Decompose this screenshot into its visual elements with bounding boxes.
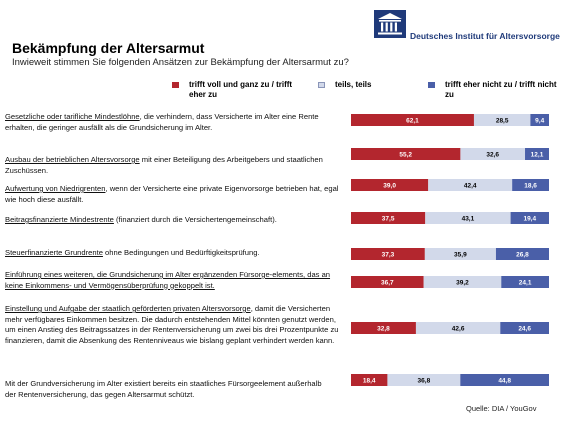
bar-7-agree-label: 32,8 <box>377 326 390 333</box>
bar-6-partly <box>423 276 502 288</box>
legend-swatch-agree <box>172 82 179 88</box>
chart-title: Bekämpfung der Altersarmut <box>12 40 205 56</box>
bar-2-disagree-label: 12,1 <box>531 152 544 159</box>
legend-label-partly: teils, teils <box>335 80 372 89</box>
question-7: Einstellung und Aufgabe der staatlich ge… <box>5 304 340 346</box>
bar-8-agree <box>351 374 388 386</box>
question-8-rest: Mit der Grundversicherung im Alter exist… <box>5 379 322 399</box>
bar-1-agree <box>351 114 474 126</box>
bar-6-disagree-label: 24,1 <box>519 280 532 287</box>
question-3-lead: Aufwertung von Niedrigrenten <box>5 184 106 193</box>
bar-1-disagree <box>530 114 549 126</box>
question-1-rest: , die verhindern, dass Versicherte im Al… <box>5 112 319 132</box>
bar-7-disagree <box>500 322 549 334</box>
question-1: Gesetzliche oder tarifliche Mindestlöhne… <box>5 112 340 133</box>
brand-logo: Deutsches Institut für Altersvorsorge <box>366 8 560 44</box>
question-4: Beitragsfinanzierte Mindestrente (finanz… <box>5 215 340 226</box>
institute-building-icon <box>374 10 406 38</box>
bar-7-disagree-label: 24,6 <box>518 326 531 333</box>
question-5-lead: Steuerfinanzierte Grundrente <box>5 248 103 257</box>
bar-5-disagree-label: 26,8 <box>516 252 529 259</box>
question-7-rest: , damit die Versicherten mehr verfügbare… <box>5 304 339 345</box>
legend-swatch-partly <box>318 82 325 88</box>
bar-5-agree-label: 37,3 <box>382 252 395 259</box>
bar-2-partly <box>460 148 526 160</box>
question-4-lead: Beitragsfinanzierte Mindestrente <box>5 215 114 224</box>
bar-6-agree <box>351 276 424 288</box>
bar-2-disagree <box>525 148 549 160</box>
bar-4-partly-label: 43,1 <box>462 216 475 223</box>
bar-5-agree <box>351 248 425 260</box>
legend-item-partly: teils, teils <box>318 80 408 90</box>
bar-5-disagree <box>495 248 549 260</box>
bar-1-partly <box>473 114 531 126</box>
bar-3-disagree <box>512 179 549 191</box>
legend-swatch-disagree <box>428 82 435 88</box>
question-2: Ausbau der betrieblichen Altersvorsorge … <box>5 155 340 176</box>
bar-4-disagree <box>510 212 549 224</box>
question-8: Mit der Grundversicherung im Alter exist… <box>5 379 325 400</box>
bar-1-partly-label: 28,5 <box>496 118 509 125</box>
chart-subtitle: Inwieweit stimmen Sie folgenden Ansätzen… <box>12 57 349 68</box>
brand-name: Deutsches Institut für Altersvorsorge <box>410 31 560 41</box>
legend-label-agree: trifft voll und ganz zu / trifft eher zu <box>189 80 293 99</box>
legend-item-agree: trifft voll und ganz zu / trifft eher zu <box>172 80 302 100</box>
bar-5-partly <box>424 248 496 260</box>
bar-6-agree-label: 36,7 <box>381 280 394 287</box>
question-3-rest: , wenn der Versicherte eine private Eige… <box>5 184 339 204</box>
legend-item-disagree: trifft eher nicht zu / trifft nicht zu <box>428 80 558 100</box>
question-2-rest: mit einer Beteiligung des Arbeitgebers u… <box>5 155 323 175</box>
bar-5-partly-label: 35,9 <box>454 252 467 259</box>
bar-7-agree <box>351 322 416 334</box>
question-3: Aufwertung von Niedrigrenten, wenn der V… <box>5 184 340 205</box>
bar-4-partly <box>425 212 511 224</box>
question-5-rest: ohne Bedingungen und Bedürftigkeitsprüfu… <box>102 248 260 257</box>
bar-3-agree <box>351 179 429 191</box>
question-5: Steuerfinanzierte Grundrente ohne Beding… <box>5 248 340 259</box>
legend-label-disagree: trifft eher nicht zu / trifft nicht zu <box>445 80 557 99</box>
bar-3-agree-label: 39,0 <box>383 183 396 190</box>
bar-1-agree-label: 62,1 <box>406 118 419 125</box>
bar-8-disagree <box>460 374 549 386</box>
bar-4-agree <box>351 212 426 224</box>
bar-2-agree <box>351 148 461 160</box>
bar-8-agree-label: 18,4 <box>363 378 376 385</box>
bar-4-disagree-label: 19,4 <box>523 216 536 223</box>
bar-3-disagree-label: 18,6 <box>524 183 537 190</box>
question-4-rest: (finanziert durch die Versichertengemein… <box>113 215 277 224</box>
bar-7-partly-label: 42,6 <box>452 326 465 333</box>
bar-4-agree-label: 37,5 <box>382 216 395 223</box>
question-2-lead: Ausbau der betrieblichen Altersvorsorge <box>5 155 140 164</box>
bar-6-partly-label: 39,2 <box>456 280 469 287</box>
source-note: Quelle: DIA / YouGov <box>466 404 537 413</box>
bar-6-disagree <box>501 276 549 288</box>
bar-2-partly-label: 32,6 <box>486 152 499 159</box>
bar-8-partly <box>387 374 461 386</box>
bar-8-disagree-label: 44,8 <box>498 378 511 385</box>
question-1-lead: Gesetzliche oder tarifliche Mindestlöhne <box>5 112 140 121</box>
question-7-lead: Einstellung und Aufgabe der staatlich ge… <box>5 304 251 313</box>
bar-8-partly-label: 36,8 <box>418 378 431 385</box>
question-6: Einführung eines weiteren, die Grundsich… <box>5 270 340 291</box>
bar-7-partly <box>415 322 501 334</box>
bar-2-agree-label: 55,2 <box>399 152 412 159</box>
bar-3-partly <box>428 179 513 191</box>
question-6-lead: Einführung eines weiteren, die Grundsich… <box>5 270 331 290</box>
bar-1-disagree-label: 9,4 <box>535 118 544 125</box>
bar-3-partly-label: 42,4 <box>464 183 477 190</box>
